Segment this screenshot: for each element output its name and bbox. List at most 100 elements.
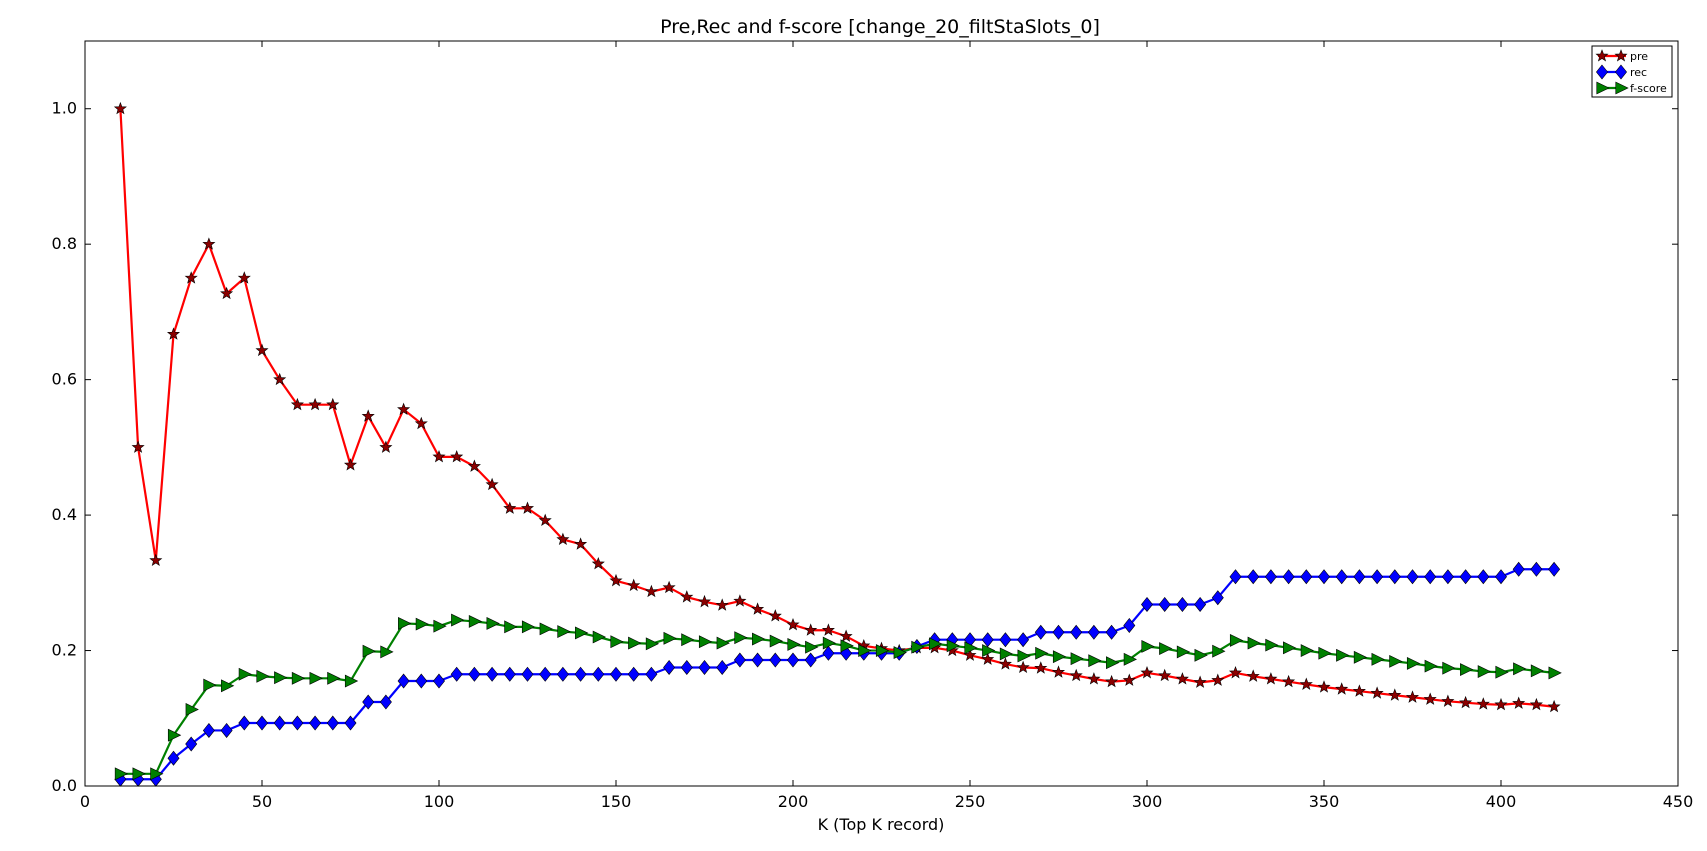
data-point-pre xyxy=(1512,696,1526,709)
data-point-pre xyxy=(149,553,163,567)
data-point-f-score xyxy=(681,633,695,647)
y-tick-label: 0.8 xyxy=(52,234,77,253)
data-point-pre xyxy=(1051,665,1066,678)
data-point-rec xyxy=(1034,624,1047,640)
data-point-f-score xyxy=(946,639,960,653)
data-point-pre xyxy=(1140,666,1154,679)
data-point-f-score xyxy=(1477,665,1491,678)
data-point-pre xyxy=(1547,699,1561,713)
data-point-rec xyxy=(1477,569,1490,585)
data-point-rec xyxy=(804,652,817,668)
data-point-f-score xyxy=(911,640,925,654)
series-line-pre xyxy=(119,108,1555,708)
data-point-f-score xyxy=(557,625,571,639)
data-point-f-score xyxy=(1495,665,1509,679)
data-point-rec xyxy=(627,666,640,682)
x-tick-label: 150 xyxy=(601,792,632,811)
data-point-f-score xyxy=(1353,650,1368,664)
data-point-f-score xyxy=(344,674,359,688)
data-point-rec xyxy=(256,715,268,731)
legend-marker-rec xyxy=(1596,64,1608,80)
data-point-f-score xyxy=(1052,650,1067,664)
data-point-f-score xyxy=(964,641,978,655)
data-point-rec xyxy=(238,715,251,731)
x-tick-label: 100 xyxy=(424,792,455,811)
y-tick-label: 0.4 xyxy=(52,505,77,524)
data-point-rec xyxy=(1406,569,1419,585)
data-point-pre xyxy=(361,409,375,422)
y-tick-label: 0.0 xyxy=(52,776,77,795)
data-point-f-score xyxy=(415,617,429,631)
data-point-pre xyxy=(1423,692,1437,705)
data-point-rec xyxy=(610,666,622,682)
data-point-f-score xyxy=(327,671,341,685)
data-point-f-score xyxy=(1159,642,1173,655)
data-point-rec xyxy=(1211,590,1224,606)
data-point-f-score xyxy=(610,635,624,649)
data-point-rec xyxy=(1495,569,1507,585)
data-point-rec xyxy=(433,673,445,689)
data-point-pre xyxy=(1264,672,1278,685)
data-point-f-score xyxy=(1070,652,1084,666)
data-point-f-score xyxy=(203,678,217,692)
x-tick-label: 200 xyxy=(778,792,809,811)
y-tick-label: 0.2 xyxy=(52,641,77,660)
data-point-pre xyxy=(981,652,995,665)
data-point-f-score xyxy=(380,645,394,659)
x-tick-label: 400 xyxy=(1486,792,1517,811)
data-point-pre xyxy=(467,459,481,472)
data-point-pre xyxy=(343,458,358,471)
data-point-f-score xyxy=(716,636,730,650)
data-point-rec xyxy=(1070,624,1083,640)
data-point-f-score xyxy=(468,614,483,628)
data-point-pre xyxy=(1016,660,1030,674)
data-point-pre xyxy=(1459,695,1473,709)
data-point-f-score xyxy=(1035,646,1049,660)
legend-label-f-score: f-score xyxy=(1630,82,1667,95)
data-point-pre xyxy=(1087,672,1101,685)
data-point-f-score xyxy=(1283,641,1297,655)
data-point-f-score xyxy=(1300,644,1314,657)
data-point-rec xyxy=(539,666,552,682)
data-point-f-score xyxy=(1442,661,1456,675)
data-point-rec xyxy=(645,666,658,682)
legend: pre rec f-score xyxy=(1591,45,1673,98)
data-point-pre xyxy=(273,372,287,386)
data-point-f-score xyxy=(433,619,447,633)
data-point-rec xyxy=(680,659,693,675)
data-point-rec xyxy=(716,659,729,675)
data-point-rec xyxy=(521,666,534,682)
data-point-rec xyxy=(574,666,587,682)
y-tick-label: 1.0 xyxy=(52,99,77,118)
data-point-f-score xyxy=(805,640,819,654)
data-point-pre xyxy=(1228,666,1243,679)
data-point-rec xyxy=(698,659,711,675)
data-point-pre xyxy=(220,286,234,300)
x-tick-label: 350 xyxy=(1309,792,1340,811)
data-point-pre xyxy=(1122,673,1136,686)
data-point-f-score xyxy=(1212,644,1226,658)
data-point-f-score xyxy=(504,620,518,634)
data-point-rec xyxy=(1105,624,1118,640)
data-point-rec xyxy=(556,666,569,682)
data-point-f-score xyxy=(132,767,146,781)
data-point-pre xyxy=(166,327,181,340)
data-point-rec xyxy=(1264,569,1277,585)
data-point-rec xyxy=(1141,597,1153,612)
data-point-pre xyxy=(1034,661,1048,674)
data-point-f-score xyxy=(1371,652,1385,666)
data-point-pre xyxy=(308,397,322,411)
data-point-f-score xyxy=(1513,662,1527,676)
data-point-pre xyxy=(627,578,641,592)
data-point-pre xyxy=(255,343,269,357)
data-point-f-score xyxy=(1194,648,1208,662)
series-pre xyxy=(113,101,1561,713)
y-tick-label: 0.6 xyxy=(52,370,77,389)
data-point-pre xyxy=(786,617,800,631)
data-point-f-score xyxy=(645,637,660,651)
data-point-f-score xyxy=(398,617,412,630)
data-point-f-score xyxy=(1460,663,1474,676)
data-point-pre xyxy=(538,513,552,527)
data-point-pre xyxy=(1335,682,1349,695)
